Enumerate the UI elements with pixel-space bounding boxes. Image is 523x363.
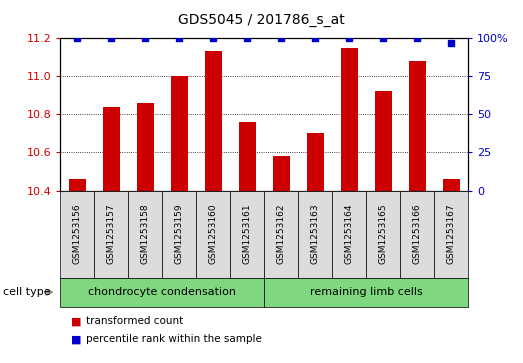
Text: cell type: cell type: [3, 287, 50, 297]
Point: [447, 40, 456, 46]
Point: [107, 35, 116, 41]
Point: [141, 35, 150, 41]
Text: GSM1253157: GSM1253157: [107, 204, 116, 265]
Point: [73, 35, 82, 41]
Point: [209, 35, 218, 41]
Text: GSM1253163: GSM1253163: [311, 204, 320, 265]
Point: [175, 35, 184, 41]
Text: GSM1253167: GSM1253167: [447, 204, 456, 265]
Text: GSM1253156: GSM1253156: [73, 204, 82, 265]
Text: GSM1253159: GSM1253159: [175, 204, 184, 265]
Bar: [69, 179, 86, 191]
Text: percentile rank within the sample: percentile rank within the sample: [86, 334, 262, 344]
Text: GSM1253162: GSM1253162: [277, 204, 286, 264]
Bar: [340, 48, 358, 191]
Bar: [137, 103, 154, 191]
Text: GSM1253165: GSM1253165: [379, 204, 388, 265]
Bar: [204, 52, 222, 191]
Point: [413, 35, 422, 41]
Bar: [306, 134, 324, 191]
Point: [345, 35, 354, 41]
Bar: [103, 107, 120, 191]
Bar: [170, 76, 188, 191]
Point: [311, 35, 320, 41]
Bar: [374, 91, 392, 191]
Bar: [442, 179, 460, 191]
Text: GSM1253166: GSM1253166: [413, 204, 422, 265]
Text: ■: ■: [71, 316, 81, 326]
Text: chondrocyte condensation: chondrocyte condensation: [88, 287, 236, 297]
Text: ■: ■: [71, 334, 81, 344]
Bar: [408, 61, 426, 191]
Text: GDS5045 / 201786_s_at: GDS5045 / 201786_s_at: [178, 13, 345, 27]
Point: [379, 35, 388, 41]
Point: [277, 35, 286, 41]
Text: GSM1253164: GSM1253164: [345, 204, 354, 264]
Text: GSM1253161: GSM1253161: [243, 204, 252, 265]
Text: transformed count: transformed count: [86, 316, 184, 326]
Text: GSM1253158: GSM1253158: [141, 204, 150, 265]
Text: remaining limb cells: remaining limb cells: [310, 287, 423, 297]
Text: GSM1253160: GSM1253160: [209, 204, 218, 265]
Point: [243, 35, 252, 41]
Bar: [238, 122, 256, 191]
Bar: [272, 156, 290, 191]
